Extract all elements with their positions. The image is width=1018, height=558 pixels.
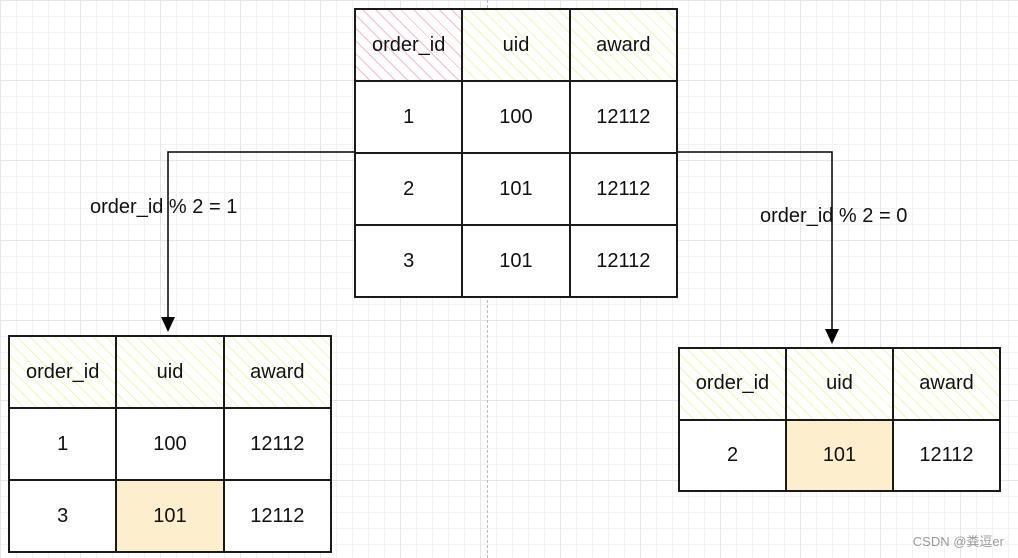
table-cell: 100 bbox=[461, 80, 571, 154]
edge-to-odd-shard bbox=[167, 151, 354, 318]
table-row: 2 101 12112 bbox=[678, 418, 1001, 492]
table-cell: 1 bbox=[7, 407, 118, 481]
header-row: order_id uid award bbox=[353, 8, 679, 82]
edge-to-even-shard bbox=[678, 151, 833, 330]
highlighted-cell: 101 bbox=[115, 479, 225, 553]
table-cell: 3 bbox=[7, 479, 118, 553]
arrowhead-icon bbox=[825, 329, 839, 344]
table-cell: 2 bbox=[678, 418, 787, 492]
table-cell: 12112 bbox=[568, 152, 679, 226]
table-cell: 101 bbox=[461, 152, 571, 226]
header-cell-award: award bbox=[892, 347, 1001, 421]
highlighted-cell: 101 bbox=[785, 418, 894, 492]
table-cell: 3 bbox=[353, 224, 464, 298]
table-row: 3 101 12112 bbox=[7, 479, 333, 553]
header-cell-uid: uid bbox=[785, 347, 894, 421]
header-row: order_id uid award bbox=[7, 335, 333, 409]
table-cell: 101 bbox=[461, 224, 571, 298]
odd-shard-table: order_id uid award 1 100 12112 3 101 121… bbox=[7, 335, 333, 553]
header-cell-order-id: order_id bbox=[353, 8, 464, 82]
arrowhead-icon bbox=[161, 317, 175, 332]
table-cell: 12112 bbox=[568, 80, 679, 154]
table-row: 1 100 12112 bbox=[353, 80, 679, 154]
table-cell: 12112 bbox=[892, 418, 1001, 492]
table-cell: 12112 bbox=[568, 224, 679, 298]
even-shard-table: order_id uid award 2 101 12112 bbox=[678, 347, 1001, 492]
header-cell-order-id: order_id bbox=[678, 347, 787, 421]
table-row: 2 101 12112 bbox=[353, 152, 679, 226]
table-row: 1 100 12112 bbox=[7, 407, 333, 481]
header-cell-award: award bbox=[222, 335, 333, 409]
header-cell-uid: uid bbox=[461, 8, 571, 82]
source-table: order_id uid award 1 100 12112 2 101 121… bbox=[353, 8, 679, 298]
table-cell: 1 bbox=[353, 80, 464, 154]
table-cell: 12112 bbox=[222, 479, 333, 553]
edge-label-odd: order_id % 2 = 1 bbox=[90, 196, 238, 218]
table-cell: 100 bbox=[115, 407, 225, 481]
header-cell-award: award bbox=[568, 8, 679, 82]
table-row: 3 101 12112 bbox=[353, 224, 679, 298]
table-cell: 2 bbox=[353, 152, 464, 226]
header-row: order_id uid award bbox=[678, 347, 1001, 421]
table-cell: 12112 bbox=[222, 407, 333, 481]
header-cell-uid: uid bbox=[115, 335, 225, 409]
header-cell-order-id: order_id bbox=[7, 335, 118, 409]
edge-label-even: order_id % 2 = 0 bbox=[760, 205, 908, 227]
watermark: CSDN @粪逗er bbox=[912, 534, 1004, 549]
